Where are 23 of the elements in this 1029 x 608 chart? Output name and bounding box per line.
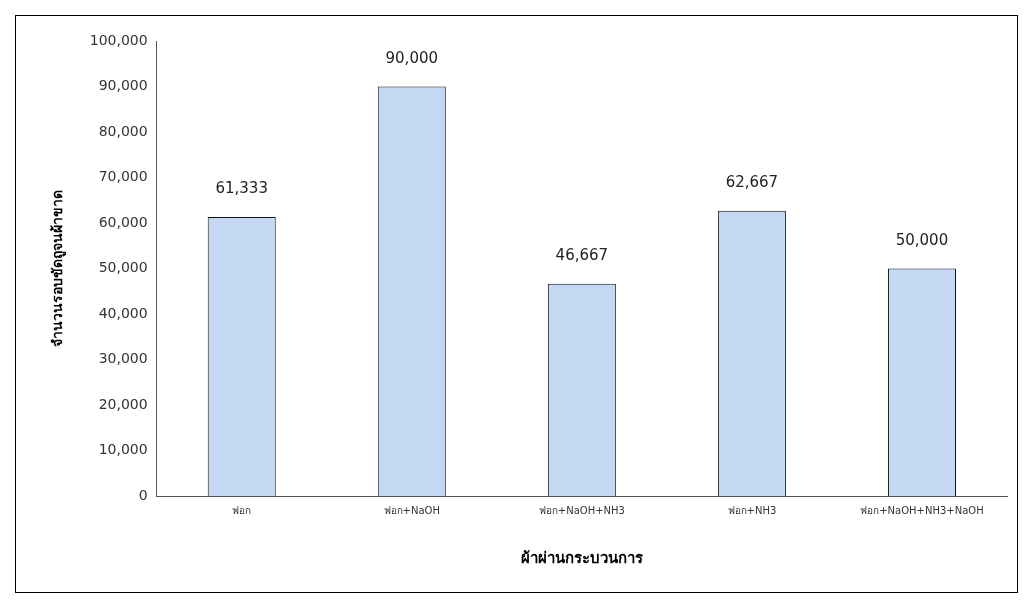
y-tick-label: 40,000: [98, 304, 148, 321]
y-tick-label: 50,000: [98, 259, 148, 276]
y-tick-label: 80,000: [98, 122, 148, 139]
y-tick-label: 90,000: [98, 77, 148, 94]
x-tick-label: ฟอก+NaOH+NH3+NaOH: [860, 504, 984, 516]
data-label: 46,667: [555, 246, 609, 265]
y-tick-label: 100,000: [89, 31, 148, 48]
y-axis-title: จำนวนรอบขัดถูจนผ้าขาด: [49, 190, 67, 347]
x-axis-title: ผ้าผ่านกระบวนการ: [520, 548, 644, 567]
data-label: 62,667: [725, 173, 779, 192]
y-tick-label: 70,000: [98, 168, 148, 185]
y-tick-label: 0: [138, 486, 148, 503]
x-tick-label: ฟอก+NH3: [727, 504, 777, 516]
y-tick-label: 60,000: [98, 213, 148, 230]
y-tick-label: 10,000: [98, 441, 148, 458]
x-tick-label: ฟอก+NaOH: [383, 504, 440, 516]
x-tick-label: ฟอก+NaOH+NH3: [538, 504, 625, 516]
data-label: 90,000: [385, 48, 439, 67]
y-tick-label: 30,000: [98, 350, 148, 367]
data-label: 61,333: [215, 179, 268, 198]
x-tick-label: ฟอก: [232, 504, 252, 516]
data-label: 50,000: [895, 230, 949, 249]
y-tick-label: 20,000: [98, 395, 148, 412]
